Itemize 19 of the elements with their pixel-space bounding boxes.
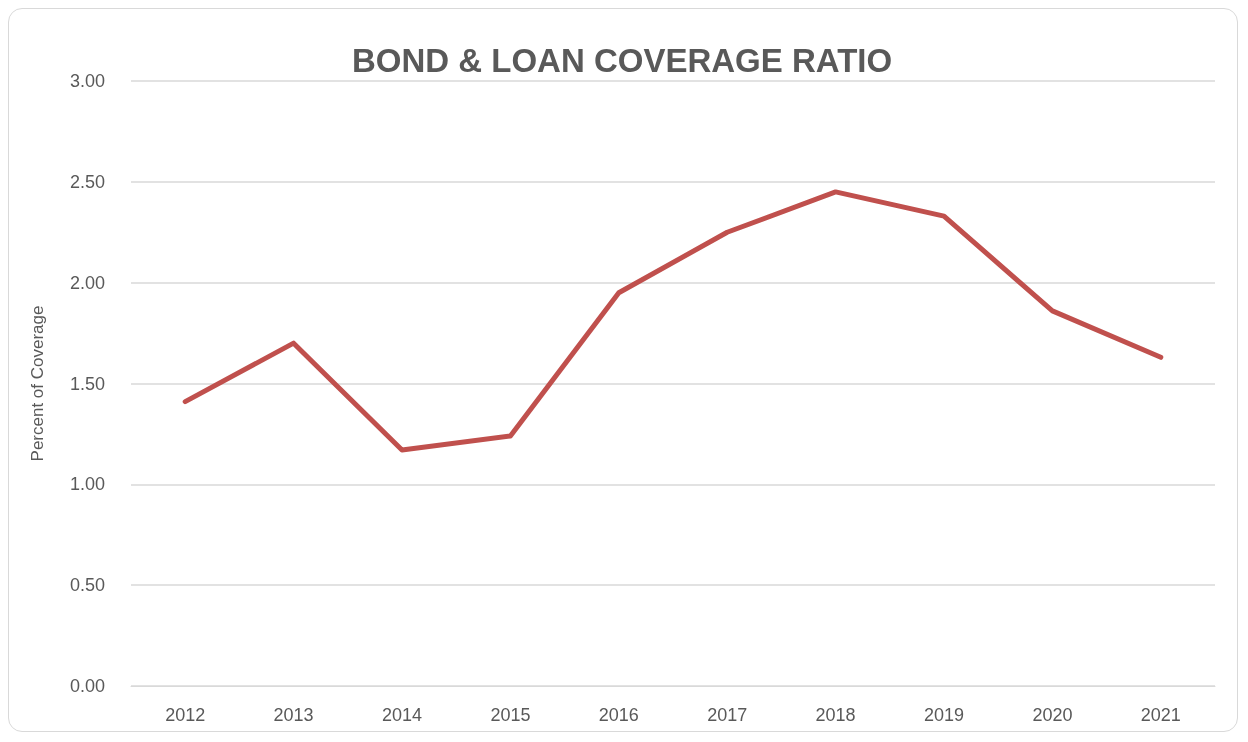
x-tick-label: 2021 [1140, 705, 1181, 725]
y-tick-label: 2.00 [69, 272, 105, 293]
y-tick-label: 1.00 [69, 474, 105, 495]
y-tick-label: 2.50 [69, 171, 105, 192]
x-tick-label: 2015 [490, 705, 531, 725]
y-tick-label: 0.00 [69, 676, 105, 696]
x-tick-label: 2017 [707, 705, 748, 725]
y-tick-label: 0.50 [69, 575, 105, 596]
x-tick-label: 2019 [923, 705, 965, 725]
y-tick-label: 1.50 [69, 373, 105, 394]
x-tick-label: 2014 [381, 705, 423, 725]
x-tick-label: 2012 [165, 705, 206, 725]
y-tick-label: 3.00 [69, 71, 105, 91]
x-tick-label: 2020 [1032, 705, 1073, 725]
y-axis-title: Percent of Coverage [28, 305, 47, 462]
x-tick-label: 2016 [598, 705, 639, 725]
chart-title: BOND & LOAN COVERAGE RATIO [351, 42, 893, 79]
x-tick-label: 2018 [815, 705, 856, 725]
x-tick-label: 2013 [273, 705, 314, 725]
